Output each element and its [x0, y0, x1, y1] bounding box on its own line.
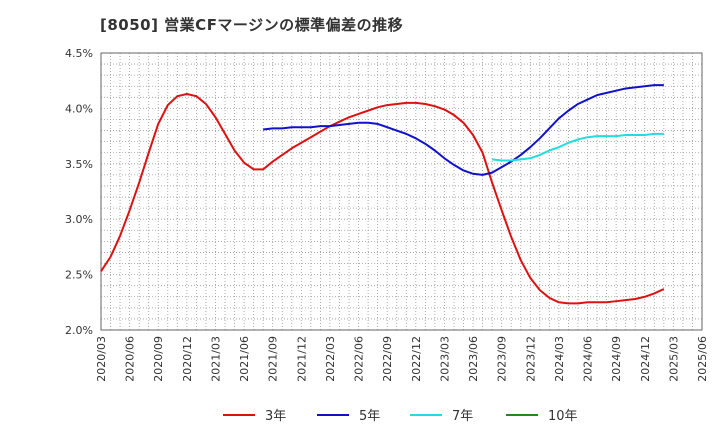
- legend: 3年 5年 7年 10年: [223, 409, 578, 424]
- x-tick-label: 2025/06: [696, 336, 709, 382]
- x-tick-label: 2023/06: [467, 336, 480, 382]
- x-tick-label: 2024/06: [582, 336, 595, 382]
- x-tick-label: 2022/03: [324, 336, 337, 382]
- x-tick-label: 2023/09: [496, 336, 509, 382]
- x-tick-label: 2024/03: [553, 336, 566, 382]
- x-tick-label: 2021/12: [295, 336, 308, 382]
- legend-label-3年: 3年: [265, 409, 286, 424]
- x-tick-label: 2023/03: [438, 336, 451, 382]
- x-tick-label: 2025/03: [667, 336, 680, 382]
- x-tick-label: 2021/03: [209, 336, 222, 382]
- series-lines: [100, 84, 665, 305]
- x-tick-label: 2021/06: [238, 336, 251, 382]
- axes: 2.0% 2.5% 3.0% 3.5% 4.0% 4.5% 2020/03 2020/06 20…: [65, 47, 709, 382]
- plot-frame: [100, 52, 703, 331]
- legend-label-7年: 7年: [452, 409, 473, 424]
- y-tick-label: 3.5%: [65, 158, 93, 171]
- x-tick-label: 2021/09: [267, 336, 280, 382]
- y-tick-label: 2.0%: [65, 324, 93, 337]
- series-line-3年: [100, 93, 665, 305]
- x-tick-label: 2022/06: [353, 336, 366, 382]
- x-tick-label: 2024/12: [639, 336, 652, 382]
- series-line-7年: [492, 132, 664, 162]
- y-tick-label: 2.5%: [65, 269, 93, 282]
- x-tick-label: 2020/12: [181, 336, 194, 382]
- y-tick-label: 4.0%: [65, 102, 93, 115]
- legend-label-10年: 10年: [548, 409, 578, 424]
- x-tick-label: 2023/12: [524, 336, 537, 382]
- y-tick-label: 3.0%: [65, 213, 93, 226]
- legend-label-5年: 5年: [359, 409, 380, 424]
- x-tick-label: 2022/12: [410, 336, 423, 382]
- x-tick-label: 2020/06: [124, 336, 137, 382]
- chart-title: [8050] 営業CFマージンの標準偏差の推移: [100, 16, 404, 34]
- y-tick-label: 4.5%: [65, 47, 93, 60]
- series-line-5年: [263, 84, 664, 176]
- x-tick-label: 2024/09: [610, 336, 623, 382]
- x-tick-label: 2020/03: [95, 336, 108, 382]
- x-tick-label: 2020/09: [152, 336, 165, 382]
- x-tick-label: 2022/09: [381, 336, 394, 382]
